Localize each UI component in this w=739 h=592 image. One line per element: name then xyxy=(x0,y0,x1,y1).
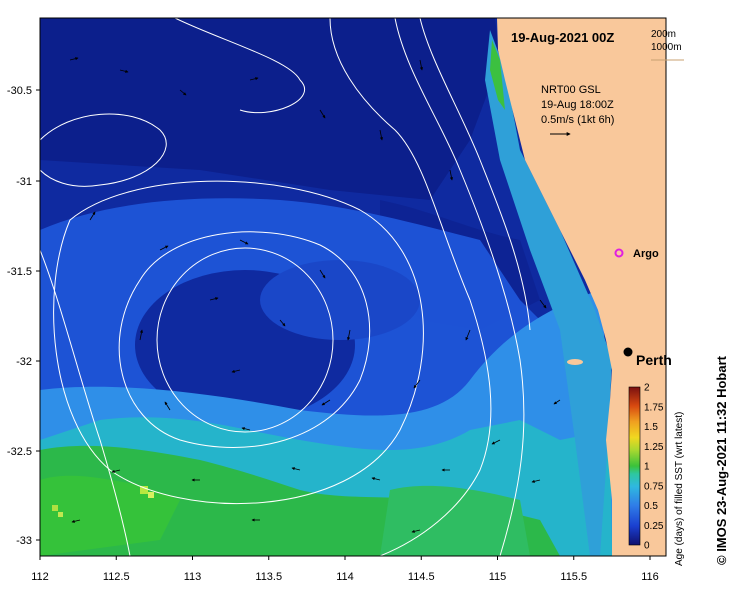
current-arrow xyxy=(346,329,351,341)
current-arrow xyxy=(321,399,331,406)
lon-tick-label: 112 xyxy=(31,571,49,583)
contour-shelf-2 xyxy=(394,18,525,556)
lat-tick-label: -33 xyxy=(16,535,32,547)
lon-tick-label: 112.5 xyxy=(103,571,130,583)
current-arrow xyxy=(111,469,121,473)
current-model: NRT00 GSL xyxy=(541,84,601,96)
island xyxy=(567,359,583,365)
map-plot xyxy=(40,18,666,556)
current-arrow xyxy=(231,369,241,373)
lat-tick-label: -31.5 xyxy=(7,266,32,278)
current-arrow xyxy=(89,211,96,221)
current-arrow xyxy=(531,479,541,483)
current-vectors xyxy=(69,57,561,533)
land-mass xyxy=(497,18,666,556)
current-arrow xyxy=(413,379,421,389)
colorbar-ticks: 2 1.75 1.5 1.25 1 0.75 0.5 0.25 0 xyxy=(644,383,664,552)
colorbar-tick-label: 0.75 xyxy=(644,481,664,492)
perth-marker xyxy=(623,347,633,357)
contour-nw xyxy=(40,113,167,187)
ssh-contours xyxy=(40,18,531,556)
contour-outer xyxy=(53,180,424,505)
fresh-speck xyxy=(52,505,58,511)
colorbar-tick-label: 1.75 xyxy=(644,402,664,413)
lat-tick-label: -31 xyxy=(16,176,32,188)
current-arrow xyxy=(241,427,251,431)
current-arrow xyxy=(371,477,381,481)
current-scale: 0.5m/s (1kt 6h) xyxy=(541,114,614,126)
current-arrow xyxy=(119,69,129,73)
current-arrow xyxy=(411,529,421,533)
contour-shelf-3 xyxy=(419,18,531,331)
current-arrow xyxy=(291,467,301,471)
current-arrow xyxy=(239,239,249,245)
map-title: 19-Aug-2021 00Z xyxy=(511,30,614,45)
colorbar-tick-label: 1 xyxy=(644,462,650,473)
current-arrow xyxy=(465,329,471,341)
colorbar-tick-label: 0.25 xyxy=(644,521,664,532)
longitude-axis: 112 112.5 113 113.5 114 114.5 115 115.5 116 xyxy=(31,556,659,583)
current-arrow xyxy=(179,89,187,96)
depth-legend-1000: 1000m xyxy=(651,42,682,53)
colorbar-label: Age (days) of filled SST (wrt latest) xyxy=(674,412,685,566)
credit-text: © IMOS 23-Aug-2021 11:32 Hobart xyxy=(714,356,729,565)
lat-tick-label: -32 xyxy=(16,356,32,368)
lat-tick-label: -30.5 xyxy=(7,85,32,97)
coastal-green xyxy=(490,40,505,110)
plot-frame xyxy=(39,17,667,557)
argo-marker xyxy=(614,248,624,258)
colorbar-tick-label: 0.5 xyxy=(644,501,658,512)
current-arrow xyxy=(449,169,454,181)
contour-mid xyxy=(118,231,371,448)
lon-tick-label: 113.5 xyxy=(255,571,282,583)
colorbar-tick-label: 1.25 xyxy=(644,442,664,453)
lon-tick-label: 114.5 xyxy=(408,571,435,583)
green-patch-west xyxy=(40,475,180,556)
current-arrow xyxy=(71,519,81,523)
fresh-speck xyxy=(148,492,154,498)
current-arrow xyxy=(319,269,326,279)
northern-deep-water xyxy=(40,18,500,200)
lon-tick-label: 116 xyxy=(641,571,659,583)
fresh-speck xyxy=(58,512,63,517)
argo-label: Argo xyxy=(633,248,659,260)
contour-shelf-1 xyxy=(329,18,492,556)
current-arrow xyxy=(319,109,326,119)
colorbar: 2 1.75 1.5 1.25 1 0.75 0.5 0.25 0 Age (days) of … xyxy=(628,383,685,566)
latitude-axis: -30.5 -31 -31.5 -32 -32.5 -33 xyxy=(7,85,40,547)
colorbar-tick-label: 2 xyxy=(644,383,650,394)
colorbar-tick-label: 1.5 xyxy=(644,422,658,433)
perth-label: Perth xyxy=(636,352,672,368)
current-arrow xyxy=(139,329,144,341)
lon-tick-label: 114 xyxy=(336,571,354,583)
current-arrow xyxy=(379,129,384,141)
colorbar-tick-label: 0 xyxy=(644,541,650,552)
colorbar-ramp xyxy=(628,386,641,546)
current-arrow xyxy=(553,399,561,405)
current-arrow xyxy=(279,319,286,327)
fresh-speck xyxy=(140,486,148,494)
lon-tick-label: 115 xyxy=(489,571,507,583)
current-arrow xyxy=(419,59,424,71)
depth-legend-200: 200m xyxy=(651,29,676,40)
lat-tick-label: -32.5 xyxy=(7,446,32,458)
coastal-strip xyxy=(485,30,612,556)
current-arrow xyxy=(69,57,79,61)
current-arrow xyxy=(164,401,171,411)
current-time: 19-Aug 18:00Z xyxy=(541,99,614,111)
lon-tick-label: 113 xyxy=(184,571,202,583)
contour-west xyxy=(40,249,131,556)
current-arrow xyxy=(539,299,547,309)
green-patch-east xyxy=(380,485,530,556)
current-arrow xyxy=(249,77,259,81)
current-arrow xyxy=(491,439,501,445)
lon-tick-label: 115.5 xyxy=(560,571,587,583)
current-arrow xyxy=(209,297,219,301)
contour-inner xyxy=(156,247,334,433)
contour-north xyxy=(174,18,306,114)
current-arrow xyxy=(159,245,169,251)
eddy-edge xyxy=(260,260,420,340)
